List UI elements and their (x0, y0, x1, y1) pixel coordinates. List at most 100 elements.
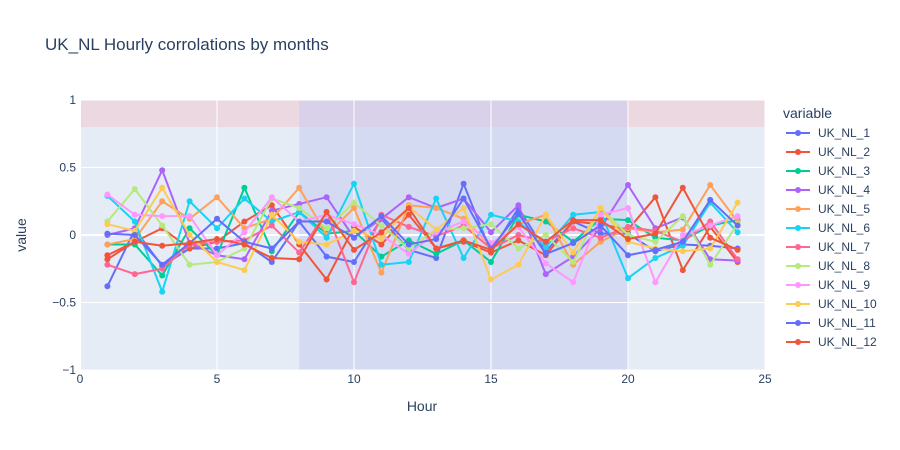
legend-item-UK_NL_5[interactable]: UK_NL_5 (786, 202, 870, 216)
data-point[interactable] (405, 194, 412, 201)
data-point[interactable] (378, 236, 385, 243)
data-point[interactable] (351, 227, 357, 234)
data-point[interactable] (679, 267, 686, 274)
data-point[interactable] (186, 198, 193, 205)
data-point[interactable] (652, 254, 659, 261)
data-point[interactable] (241, 241, 248, 248)
data-point[interactable] (104, 283, 111, 290)
series-UK_NL_9[interactable] (104, 191, 741, 286)
data-point[interactable] (460, 180, 467, 187)
data-point[interactable] (570, 225, 577, 232)
data-point[interactable] (515, 221, 522, 228)
data-point[interactable] (570, 217, 577, 224)
data-point[interactable] (268, 254, 275, 261)
data-point[interactable] (351, 259, 357, 265)
data-point[interactable] (460, 237, 467, 244)
legend-item-UK_NL_4[interactable]: UK_NL_4 (786, 183, 870, 197)
data-point[interactable] (488, 221, 494, 228)
data-point[interactable] (679, 213, 686, 220)
data-point[interactable] (570, 259, 577, 265)
data-point[interactable] (460, 218, 467, 225)
data-point[interactable] (625, 236, 631, 243)
data-point[interactable] (488, 246, 494, 253)
data-point[interactable] (652, 279, 659, 286)
data-point[interactable] (652, 238, 659, 245)
data-point[interactable] (159, 213, 166, 220)
data-point[interactable] (707, 182, 714, 189)
data-point[interactable] (542, 260, 549, 267)
data-point[interactable] (433, 205, 440, 211)
data-point[interactable] (433, 245, 440, 252)
data-point[interactable] (351, 180, 357, 187)
data-point[interactable] (323, 234, 330, 241)
data-point[interactable] (570, 240, 577, 247)
data-point[interactable] (159, 261, 166, 268)
data-point[interactable] (515, 202, 522, 209)
data-point[interactable] (104, 241, 111, 248)
data-point[interactable] (159, 167, 166, 174)
data-point[interactable] (268, 222, 275, 229)
data-point[interactable] (351, 234, 357, 241)
data-point[interactable] (515, 210, 522, 217)
data-point[interactable] (351, 199, 357, 206)
data-point[interactable] (433, 226, 440, 233)
legend-item-UK_NL_3[interactable]: UK_NL_3 (786, 164, 870, 178)
data-point[interactable] (597, 217, 604, 224)
legend[interactable]: variable UK_NL_1 UK_NL_2 UK_NL_3 UK_NL_4 UK_… (783, 105, 877, 349)
data-point[interactable] (131, 271, 138, 278)
legend-item-UK_NL_6[interactable]: UK_NL_6 (786, 221, 870, 235)
data-point[interactable] (625, 205, 631, 211)
data-point[interactable] (296, 256, 303, 263)
data-point[interactable] (679, 184, 686, 191)
data-point[interactable] (433, 250, 440, 257)
data-point[interactable] (378, 213, 385, 220)
data-point[interactable] (214, 225, 220, 232)
data-point[interactable] (296, 184, 303, 191)
legend-item-UK_NL_7[interactable]: UK_NL_7 (786, 240, 870, 254)
data-point[interactable] (186, 213, 193, 220)
data-point[interactable] (515, 237, 522, 244)
data-point[interactable] (159, 288, 166, 295)
legend-item-UK_NL_8[interactable]: UK_NL_8 (786, 259, 870, 273)
data-point[interactable] (734, 246, 741, 253)
data-point[interactable] (460, 205, 467, 211)
data-point[interactable] (241, 229, 248, 236)
data-point[interactable] (405, 205, 412, 211)
data-point[interactable] (542, 244, 549, 251)
data-point[interactable] (405, 259, 412, 265)
data-point[interactable] (268, 245, 275, 252)
data-point[interactable] (707, 222, 714, 229)
data-point[interactable] (378, 261, 385, 268)
data-point[interactable] (515, 261, 522, 268)
data-point[interactable] (460, 254, 467, 261)
data-point[interactable] (734, 199, 741, 206)
series-UK_NL_11[interactable] (104, 195, 741, 268)
series-UK_NL_10[interactable] (104, 184, 741, 283)
data-point[interactable] (104, 261, 111, 268)
data-point[interactable] (268, 211, 275, 218)
data-point[interactable] (460, 195, 467, 202)
data-point[interactable] (296, 218, 303, 225)
data-point[interactable] (734, 256, 741, 263)
data-point[interactable] (131, 238, 138, 245)
data-point[interactable] (570, 279, 577, 286)
data-point[interactable] (241, 256, 248, 263)
data-point[interactable] (131, 232, 138, 238)
data-point[interactable] (405, 250, 412, 257)
data-point[interactable] (570, 249, 577, 256)
data-point[interactable] (268, 202, 275, 209)
data-point[interactable] (707, 234, 714, 241)
data-point[interactable] (323, 225, 330, 232)
data-point[interactable] (515, 245, 522, 252)
legend-item-UK_NL_10[interactable]: UK_NL_10 (786, 297, 877, 311)
data-point[interactable] (625, 275, 631, 282)
data-point[interactable] (104, 221, 111, 228)
data-point[interactable] (351, 221, 357, 228)
legend-item-UK_NL_1[interactable]: UK_NL_1 (786, 126, 870, 140)
data-point[interactable] (679, 232, 686, 238)
data-point[interactable] (351, 205, 357, 211)
data-point[interactable] (351, 279, 357, 286)
data-point[interactable] (652, 194, 659, 201)
data-point[interactable] (707, 196, 714, 203)
data-point[interactable] (625, 223, 631, 230)
